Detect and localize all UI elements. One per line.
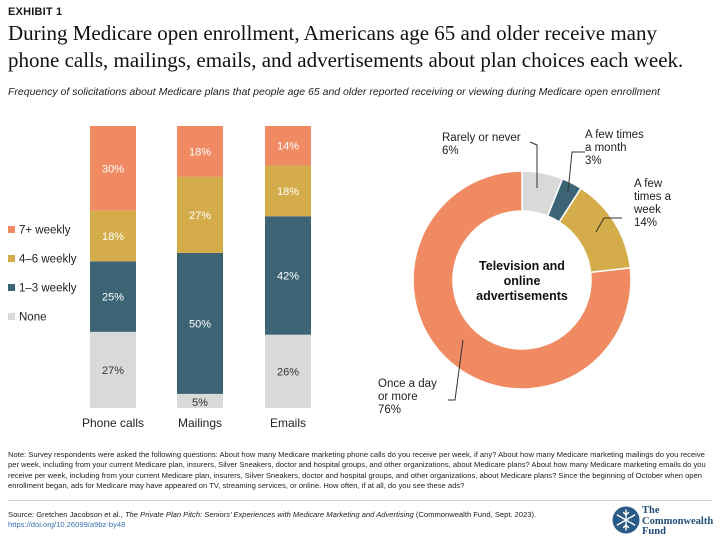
bar-segment-none-emails	[265, 334, 311, 408]
bar-data-label: 18%	[189, 146, 211, 158]
doi-link[interactable]: https://doi.org/10.26099/a9bz-by48	[8, 520, 126, 530]
legend-label: 7+ weekly	[19, 225, 71, 237]
x-axis-tick-label: Emails	[270, 416, 306, 430]
legend-swatch	[8, 255, 15, 262]
donut-label-once-a-day-or-more: or more	[378, 391, 418, 403]
bar-segment-7-weekly-emails	[265, 126, 311, 166]
logo-line-1: The	[642, 505, 660, 516]
bar-data-label: 14%	[277, 141, 299, 153]
donut-leader-line	[529, 141, 538, 188]
bar-segment-7-weekly-phone-calls	[90, 126, 136, 211]
chart-title: During Medicare open enrollment, America…	[8, 21, 684, 72]
x-axis-tick-label: Phone calls	[82, 416, 144, 430]
source-prefix: Source: Gretchen Jacobson et al.,	[8, 510, 125, 519]
source-title: The Private Plan Pitch: Seniors’ Experie…	[124, 510, 414, 519]
bar-data-label: 25%	[102, 292, 124, 304]
donut-center-label: online	[504, 274, 541, 288]
donut-label-once-a-day-or-more: Once a day	[378, 378, 437, 390]
donut-label-few-times-a-week: times a	[634, 191, 672, 203]
bar-segment-none-mailings	[177, 393, 223, 408]
x-axis-tick-label: Mailings	[178, 416, 222, 430]
legend-swatch	[8, 313, 15, 320]
commonwealth-fund-logo: The Commonwealth Fund	[612, 504, 716, 538]
chart-subtitle: Frequency of solicitations about Medicar…	[8, 86, 660, 98]
bar-data-label: 18%	[277, 186, 299, 198]
bar-data-label: 26%	[277, 366, 299, 378]
survey-note: Note: Survey respondents were asked the …	[8, 450, 706, 490]
donut-leader-line	[595, 217, 622, 233]
bar-data-label: 27%	[102, 365, 124, 377]
donut-label-few-times-a-week: week	[633, 204, 661, 216]
logo-line-3: Fund	[642, 526, 666, 537]
footer-divider	[8, 500, 712, 501]
bar-data-label: 30%	[102, 163, 124, 175]
source-suffix: (Commonwealth Fund, Sept. 2023).	[413, 510, 537, 519]
bar-segment-7-weekly-mailings	[177, 126, 223, 177]
donut-leader-line	[567, 151, 585, 193]
logo-text: The Commonwealth Fund	[642, 505, 714, 538]
donut-label-few-times-a-month: 3%	[585, 155, 602, 167]
bar-data-label: 27%	[189, 210, 211, 222]
donut-label-few-times-a-month: A few times	[585, 129, 644, 141]
bar-segment-1-3-weekly-emails	[265, 216, 311, 335]
bar-segment-4-6-weekly-mailings	[177, 176, 223, 253]
bar-data-label: 18%	[102, 231, 124, 243]
donut-slice-once-a-day-or-more	[412, 170, 632, 390]
donut-label-once-a-day-or-more: 76%	[378, 404, 401, 416]
legend-label: 1–3 weekly	[19, 283, 77, 295]
donut-label-few-times-a-week: 14%	[634, 217, 657, 229]
legend-label: 4–6 weekly	[19, 254, 77, 266]
donut-label-rarely-or-never: Rarely or never	[442, 132, 521, 144]
legend-swatch	[8, 284, 15, 291]
bar-segment-4-6-weekly-phone-calls	[90, 210, 136, 262]
source-citation: Source: Gretchen Jacobson et al., The Pr…	[8, 510, 588, 531]
donut-label-rarely-or-never: 6%	[442, 145, 459, 157]
bar-data-label: 50%	[189, 318, 211, 330]
snowflake-icon	[612, 506, 640, 534]
legend-label: None	[19, 312, 47, 324]
bar-segment-4-6-weekly-emails	[265, 165, 311, 217]
donut-label-few-times-a-week: A few	[634, 178, 663, 190]
bar-segment-none-phone-calls	[90, 331, 136, 408]
bar-segment-1-3-weekly-mailings	[177, 252, 223, 394]
bar-segment-1-3-weekly-phone-calls	[90, 261, 136, 332]
donut-label-few-times-a-month: a month	[585, 142, 627, 154]
bar-data-label: 5%	[192, 397, 208, 409]
exhibit-label: EXHIBIT 1	[8, 6, 63, 18]
donut-center-label: Television and	[479, 259, 565, 273]
donut-center-label: advertisements	[476, 289, 568, 303]
bar-data-label: 42%	[277, 270, 299, 282]
legend-swatch	[8, 226, 15, 233]
donut-leader-line	[448, 339, 464, 401]
logo-line-2: Commonwealth	[642, 515, 714, 527]
